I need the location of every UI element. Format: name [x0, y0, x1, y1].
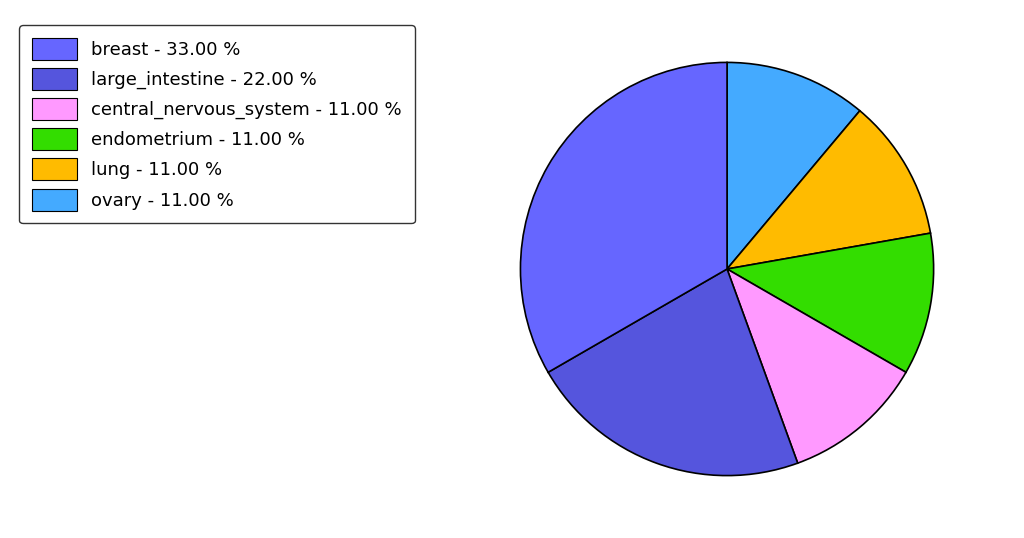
Wedge shape	[727, 269, 906, 463]
Wedge shape	[548, 269, 798, 476]
Wedge shape	[520, 62, 727, 372]
Wedge shape	[727, 111, 931, 269]
Wedge shape	[727, 62, 860, 269]
Legend: breast - 33.00 %, large_intestine - 22.00 %, central_nervous_system - 11.00 %, e: breast - 33.00 %, large_intestine - 22.0…	[19, 25, 415, 223]
Wedge shape	[727, 233, 934, 372]
